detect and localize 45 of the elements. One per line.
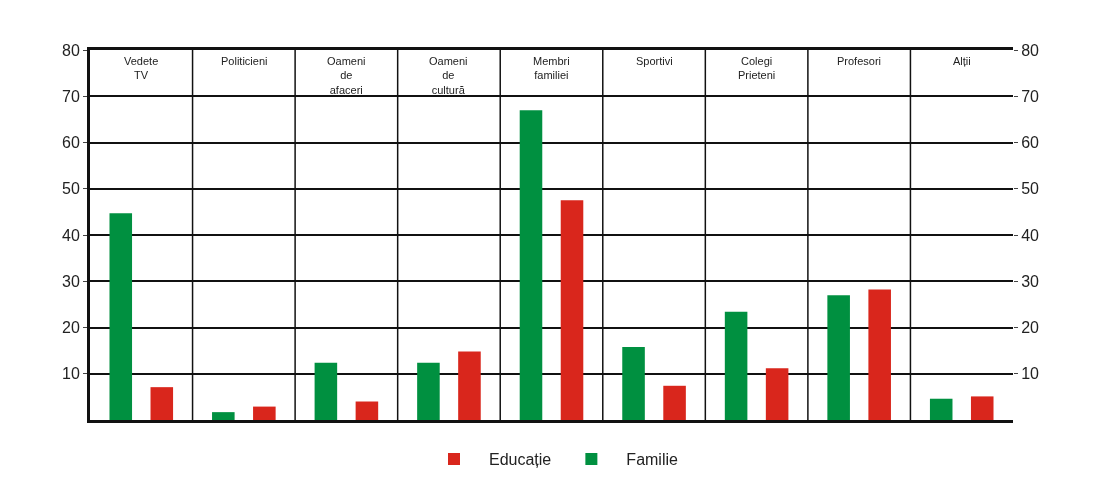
- bar: [150, 387, 174, 420]
- bar: [458, 351, 481, 420]
- bar: [929, 398, 953, 420]
- x-tick-label: Oameni de cultură: [429, 55, 468, 96]
- y2-tick-label: 30: [1021, 272, 1040, 290]
- y2-tick-label: 20: [1021, 319, 1040, 337]
- y-tick-label: 80: [62, 41, 80, 59]
- y-tick-label: 50: [62, 180, 80, 198]
- x-tick-label: Vedete TV: [124, 55, 159, 82]
- x-tick-label: Alții: [953, 55, 971, 67]
- y2-tick-label: 40: [1021, 226, 1040, 244]
- y2-tick-label: 50: [1021, 180, 1040, 198]
- bar: [519, 110, 543, 420]
- y2-tick-label: 70: [1021, 87, 1040, 105]
- bar: [109, 213, 133, 420]
- bar: [253, 406, 276, 420]
- bar: [355, 401, 379, 420]
- bar: [765, 368, 789, 420]
- bar: [212, 412, 235, 420]
- bar: [314, 362, 338, 420]
- x-tick-label: Politicieni: [221, 55, 268, 67]
- y-tick-label: 70: [62, 87, 80, 105]
- y2-tick-label: 80: [1021, 41, 1040, 59]
- y-tick-label: 40: [62, 226, 80, 244]
- y2-tick-label: 60: [1021, 134, 1040, 152]
- x-tick-label: Oameni de afaceri: [327, 55, 366, 96]
- y-tick-label: 10: [62, 365, 80, 383]
- bar: [622, 346, 645, 420]
- bar: [560, 200, 584, 420]
- x-tick-label: Colegi Prieteni: [738, 55, 776, 82]
- bar: [663, 385, 686, 420]
- bar: [970, 396, 994, 420]
- bar: [827, 295, 850, 420]
- x-tick-label: Sportivi: [636, 55, 673, 67]
- y2-tick-label: 10: [1021, 365, 1040, 383]
- y-tick-label: 20: [62, 319, 80, 337]
- y-tick-label: 60: [62, 134, 80, 152]
- x-tick-label: Profesori: [837, 55, 882, 67]
- x-tick-label: Membri familiei: [533, 55, 570, 82]
- bar: [724, 311, 748, 420]
- y-tick-label: 30: [62, 272, 80, 290]
- legend-label: Familie: [626, 451, 679, 469]
- bar: [868, 289, 891, 420]
- legend-label: Educație: [489, 451, 552, 469]
- bar: [417, 362, 440, 420]
